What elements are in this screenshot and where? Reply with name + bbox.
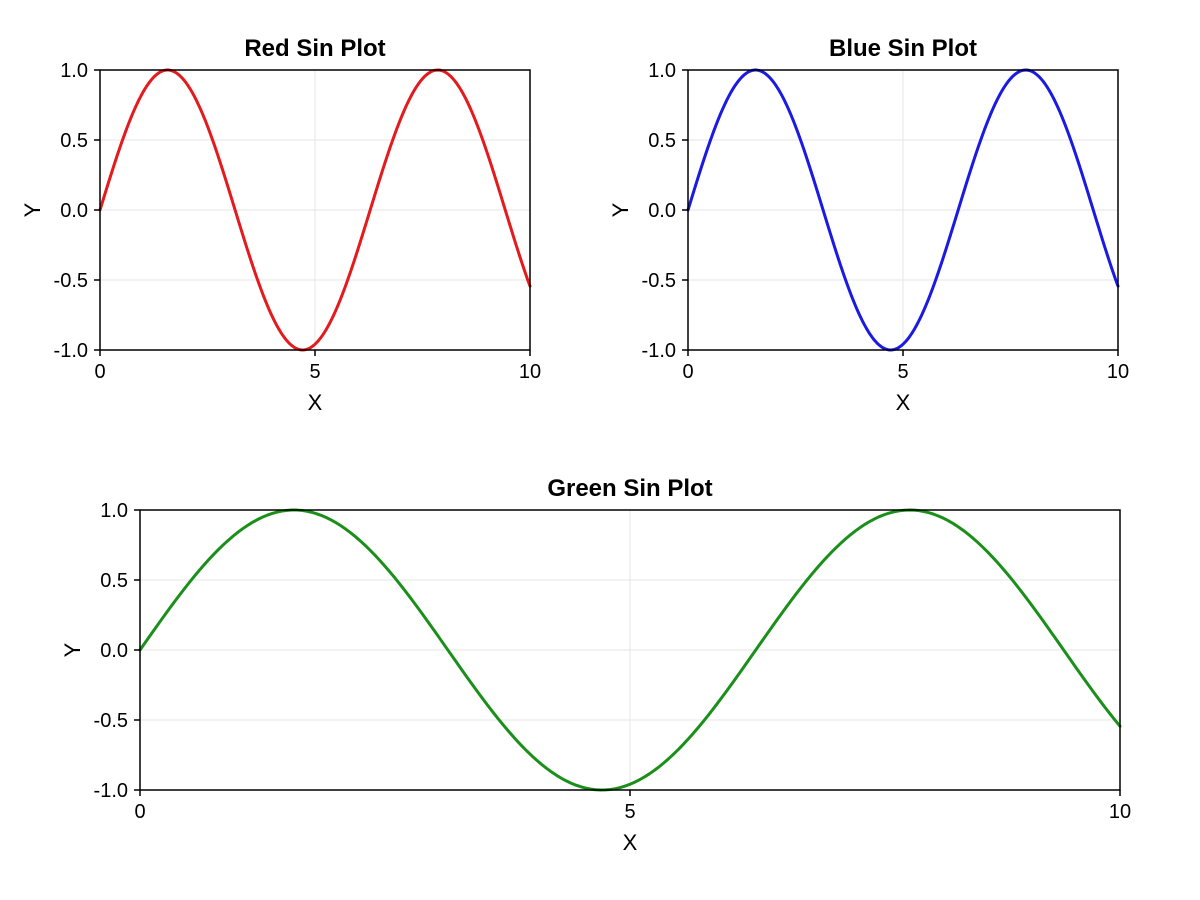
x-tick-label: 0: [134, 801, 145, 823]
y-tick-label: 0.0: [100, 640, 128, 662]
y-axis-label: Y: [20, 202, 45, 217]
x-tick-label: 0: [94, 361, 105, 383]
x-axis-label: X: [623, 830, 638, 855]
panel-title: Green Sin Plot: [547, 475, 712, 502]
x-axis-label: X: [308, 390, 323, 415]
panel-blue: 0 5 10 -1.0 -0.5 0.0 0.5 1.0 Blue Sin Plot X Y: [608, 35, 1129, 415]
x-tick-label: 0: [682, 361, 693, 383]
x-tick-label: 10: [519, 361, 541, 383]
y-tick-label: 1.0: [648, 60, 676, 82]
x-tick-label: 10: [1107, 361, 1129, 383]
x-axis-label: X: [896, 390, 911, 415]
panel-green: 0 5 10 -1.0 -0.5 0.0 0.5 1.0 Green Sin Plot X Y: [60, 475, 1131, 855]
y-tick-label: -0.5: [54, 270, 88, 292]
y-tick-label: -1.0: [54, 340, 88, 362]
y-tick-label: 1.0: [100, 500, 128, 522]
y-tick-label: 0.5: [648, 130, 676, 152]
x-tick-label: 5: [309, 361, 320, 383]
y-tick-label: 0.5: [100, 570, 128, 592]
y-tick-label: -0.5: [94, 710, 128, 732]
figure-svg: 0 5 10 -1.0 -0.5 0.0 0.5 1.0 Red Sin Plot X Y 0 5 10 -…: [0, 0, 1200, 900]
y-tick-label: -1.0: [642, 340, 676, 362]
panel-title: Red Sin Plot: [244, 35, 385, 62]
figure-container: 0 5 10 -1.0 -0.5 0.0 0.5 1.0 Red Sin Plot X Y 0 5 10 -…: [0, 0, 1200, 900]
y-tick-label: 0.0: [648, 200, 676, 222]
x-tick-label: 10: [1109, 801, 1131, 823]
y-axis-label: Y: [608, 202, 633, 217]
panel-red: 0 5 10 -1.0 -0.5 0.0 0.5 1.0 Red Sin Plot X Y: [20, 35, 541, 415]
y-tick-label: -0.5: [642, 270, 676, 292]
y-tick-label: 1.0: [60, 60, 88, 82]
y-tick-label: -1.0: [94, 780, 128, 802]
x-tick-label: 5: [624, 801, 635, 823]
y-tick-label: 0.5: [60, 130, 88, 152]
y-axis-label: Y: [60, 642, 85, 657]
x-tick-label: 5: [897, 361, 908, 383]
panel-title: Blue Sin Plot: [829, 35, 977, 62]
y-tick-label: 0.0: [60, 200, 88, 222]
